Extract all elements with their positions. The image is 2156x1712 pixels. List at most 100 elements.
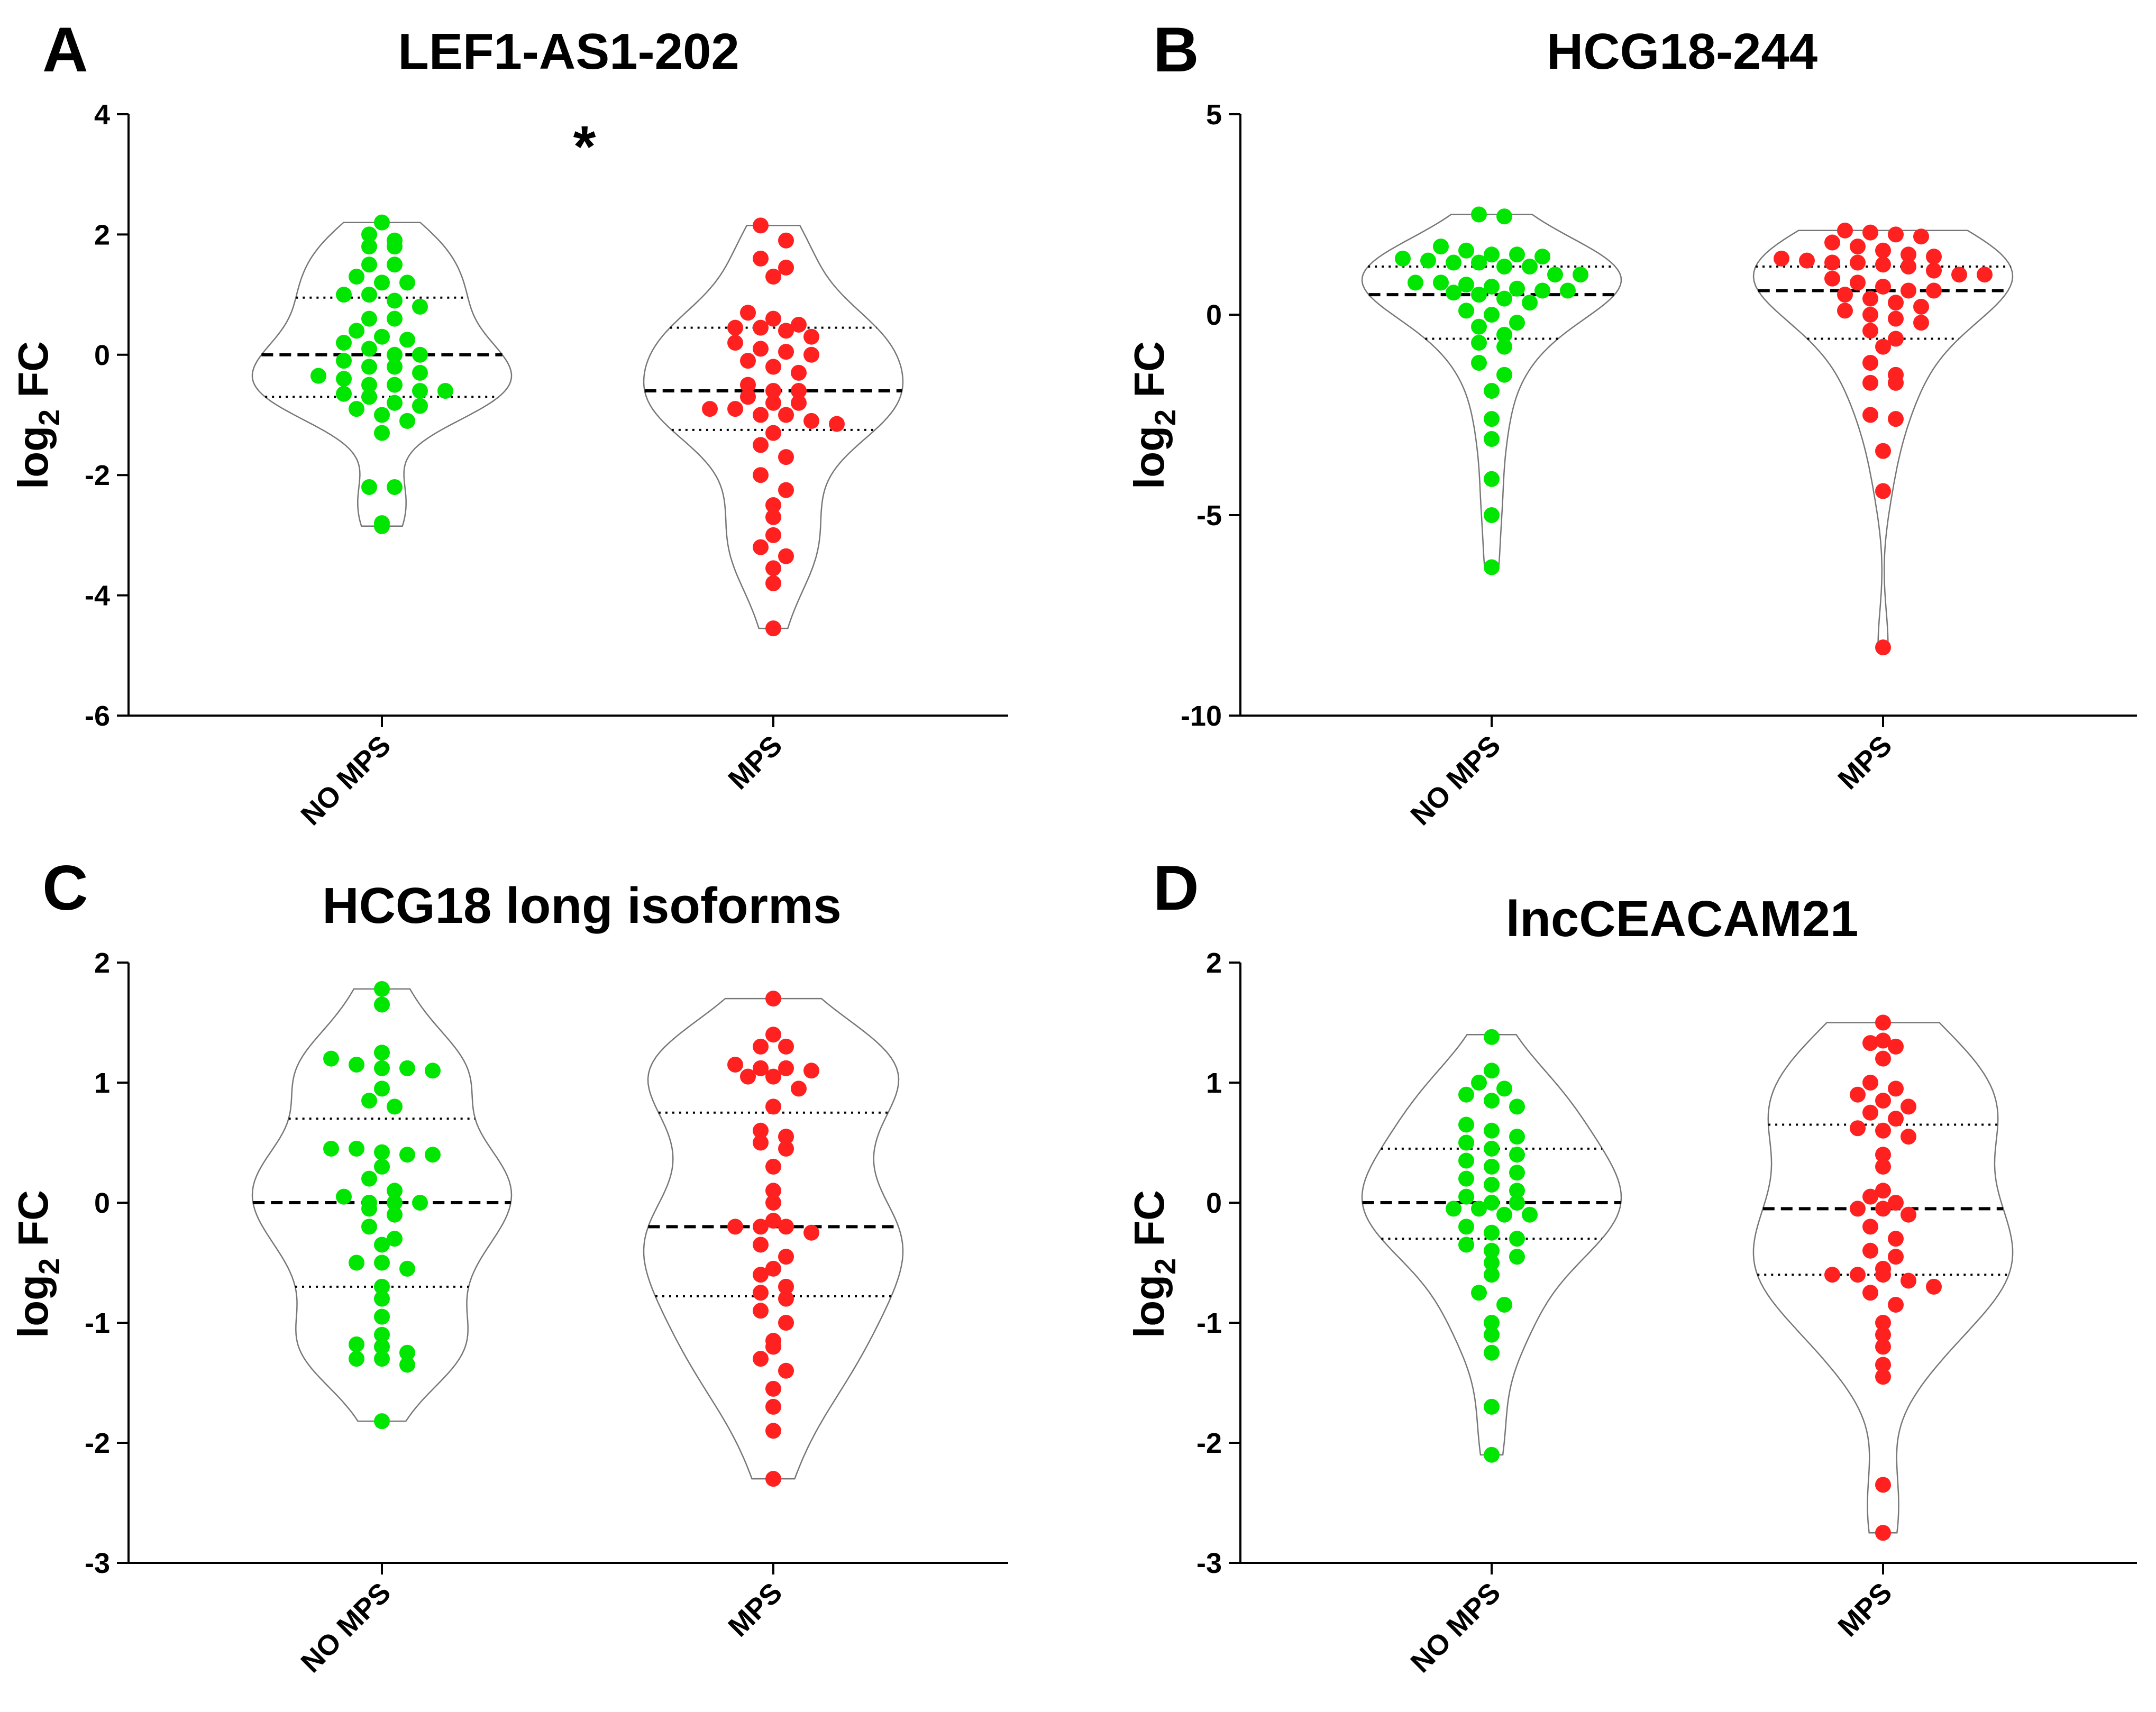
- y-tick-label: -3: [85, 1548, 110, 1579]
- data-point: [753, 1134, 769, 1151]
- data-point: [1888, 1038, 1904, 1055]
- panel-letter: A: [42, 14, 88, 85]
- panel-letter: B: [1153, 14, 1199, 85]
- data-point: [1458, 277, 1474, 293]
- data-point: [765, 1068, 781, 1085]
- data-point: [349, 1056, 364, 1073]
- data-point: [753, 1060, 769, 1076]
- data-point: [399, 1060, 415, 1076]
- data-point: [1471, 1075, 1487, 1091]
- data-point: [1458, 1152, 1474, 1169]
- data-point: [1951, 267, 1967, 283]
- data-point: [803, 1063, 819, 1079]
- data-point: [1560, 282, 1576, 299]
- data-point: [1850, 1267, 1866, 1283]
- data-point: [1901, 1206, 1916, 1223]
- data-point: [336, 371, 352, 387]
- data-point: [1837, 222, 1853, 239]
- data-point: [1534, 282, 1550, 299]
- data-point: [387, 310, 403, 327]
- data-point: [1875, 338, 1891, 355]
- data-point: [765, 575, 781, 591]
- data-point: [765, 1471, 781, 1487]
- data-point: [1484, 1224, 1500, 1241]
- data-point: [1484, 246, 1500, 263]
- data-point: [374, 214, 390, 231]
- y-tick-label: -1: [1196, 1307, 1222, 1339]
- data-point: [1862, 290, 1878, 307]
- data-point: [1496, 367, 1512, 383]
- data-point: [1509, 246, 1525, 263]
- data-point: [1496, 1296, 1512, 1313]
- data-point: [399, 274, 415, 291]
- data-point: [765, 1183, 781, 1199]
- data-point: [1408, 274, 1423, 291]
- data-point: [765, 1098, 781, 1115]
- data-point: [1875, 639, 1891, 656]
- data-point: [1913, 228, 1929, 245]
- data-point: [778, 1129, 794, 1145]
- data-point: [1875, 1315, 1891, 1331]
- data-point: [336, 386, 352, 402]
- data-point: [1484, 1326, 1500, 1343]
- x-tick-label: NO MPS: [1404, 1577, 1506, 1679]
- y-axis-label-main: log: [10, 1275, 57, 1338]
- data-point: [727, 319, 743, 336]
- data-point: [361, 1201, 377, 1217]
- data-point: [387, 1231, 403, 1247]
- data-point: [765, 497, 781, 514]
- data-point: [1850, 254, 1866, 271]
- y-tick-label: 2: [94, 219, 110, 251]
- data-point: [1484, 559, 1500, 575]
- data-point: [765, 359, 781, 375]
- data-point: [753, 1038, 769, 1055]
- y-axis-label-main: log: [10, 426, 57, 489]
- data-point: [1496, 208, 1512, 225]
- data-point: [361, 257, 377, 273]
- data-point: [1522, 259, 1538, 275]
- data-point: [1875, 1326, 1891, 1343]
- data-point: [778, 1315, 794, 1331]
- data-point: [387, 257, 403, 273]
- data-point: [374, 1413, 390, 1430]
- data-point: [1926, 262, 1942, 279]
- data-point: [1888, 1249, 1904, 1265]
- data-point: [349, 1140, 364, 1157]
- data-point: [778, 1278, 794, 1295]
- data-point: [374, 274, 390, 291]
- data-point: [1496, 1206, 1512, 1223]
- data-point: [387, 1183, 403, 1199]
- data-point: [753, 250, 769, 267]
- data-point: [361, 1170, 377, 1187]
- significance-marker: *: [573, 114, 596, 179]
- data-point: [1850, 1201, 1866, 1217]
- data-point: [765, 1158, 781, 1175]
- data-point: [1901, 1098, 1916, 1115]
- data-point: [361, 479, 377, 495]
- data-point: [1862, 1035, 1878, 1051]
- data-point: [412, 1195, 428, 1211]
- data-point: [1458, 1170, 1474, 1187]
- data-point: [1433, 274, 1449, 291]
- data-point: [1446, 254, 1461, 271]
- data-point: [1862, 323, 1878, 339]
- data-point: [1458, 303, 1474, 319]
- data-point: [778, 1038, 794, 1055]
- data-point: [1484, 1315, 1500, 1331]
- violin-outline: [1752, 230, 2014, 648]
- data-point: [829, 416, 845, 432]
- data-point: [778, 344, 794, 360]
- data-point: [791, 383, 807, 399]
- data-point: [1471, 254, 1487, 271]
- data-point: [765, 509, 781, 525]
- data-point: [1522, 1206, 1538, 1223]
- data-point: [1484, 507, 1500, 523]
- data-point: [1484, 1122, 1500, 1139]
- data-point: [1484, 1176, 1500, 1193]
- data-point: [1901, 259, 1916, 275]
- data-point: [1471, 354, 1487, 371]
- data-point: [1509, 1165, 1525, 1181]
- data-point: [1888, 1081, 1904, 1097]
- data-point: [374, 407, 390, 423]
